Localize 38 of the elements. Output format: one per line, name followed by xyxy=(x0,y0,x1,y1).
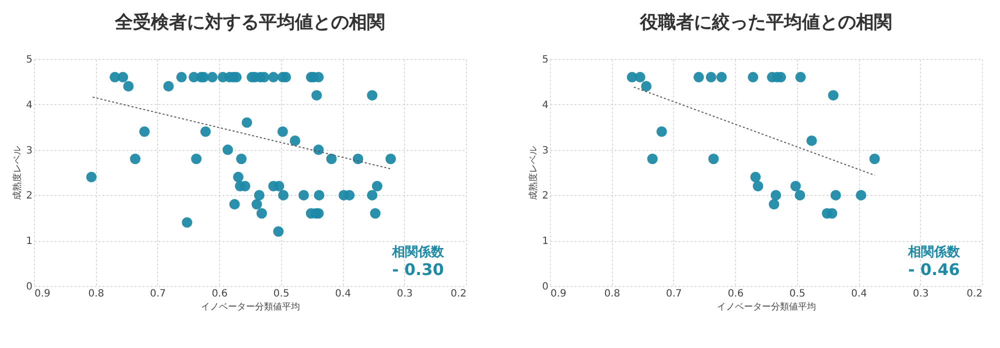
y-tick-label: 4 xyxy=(26,100,32,111)
annotation: - 0.30 xyxy=(392,260,444,279)
x-tick-label: 0.4 xyxy=(335,288,352,300)
x-tick-label: 0.3 xyxy=(912,288,929,300)
y-tick-label: 0 xyxy=(26,282,32,292)
x-tick-label: 0.7 xyxy=(666,288,682,300)
y-tick-label: 2 xyxy=(542,190,548,202)
annotation: 相関係数 xyxy=(907,245,961,260)
y-tick-label: 3 xyxy=(26,145,32,156)
x-tick-label: 0.6 xyxy=(212,288,228,300)
x-tick-label: 0.9 xyxy=(550,288,566,300)
y-tick-label: 1 xyxy=(26,236,32,248)
annotation: - 0.46 xyxy=(908,260,960,279)
x-tick-label: 0.2 xyxy=(966,288,982,300)
chart-title: 役職者に絞った平均値との相関 xyxy=(639,12,892,33)
x-tick-label: 0.3 xyxy=(396,288,413,300)
y-tick-label: 0 xyxy=(542,282,548,292)
y-tick-label: 4 xyxy=(542,100,548,111)
x-tick-label: 0.9 xyxy=(34,288,50,300)
y-axis-title: 成熟度レベル xyxy=(528,146,540,200)
annotation: 相関係数 xyxy=(391,245,445,260)
x-tick-label: 0.7 xyxy=(150,288,166,300)
x-tick-label: 0.8 xyxy=(88,288,104,300)
x-axis-title: イノベーター分類値平均 xyxy=(201,302,300,312)
x-axis-title: イノベーター分類値平均 xyxy=(717,302,816,312)
y-tick-label: 5 xyxy=(26,54,32,66)
x-tick-label: 0.5 xyxy=(273,288,290,300)
x-tick-label: 0.6 xyxy=(728,288,744,300)
y-tick-label: 3 xyxy=(542,145,548,156)
y-tick-label: 1 xyxy=(542,236,548,248)
x-tick-label: 0.4 xyxy=(851,288,868,300)
y-tick-label: 5 xyxy=(542,54,548,66)
x-tick-label: 0.8 xyxy=(604,288,620,300)
y-axis-title: 成熟度レベル xyxy=(12,146,24,200)
chart-title: 全受検者に対する平均値との相関 xyxy=(114,12,385,33)
x-tick-label: 0.5 xyxy=(789,288,806,300)
x-tick-label: 0.2 xyxy=(450,288,466,300)
y-tick-label: 2 xyxy=(26,190,32,202)
